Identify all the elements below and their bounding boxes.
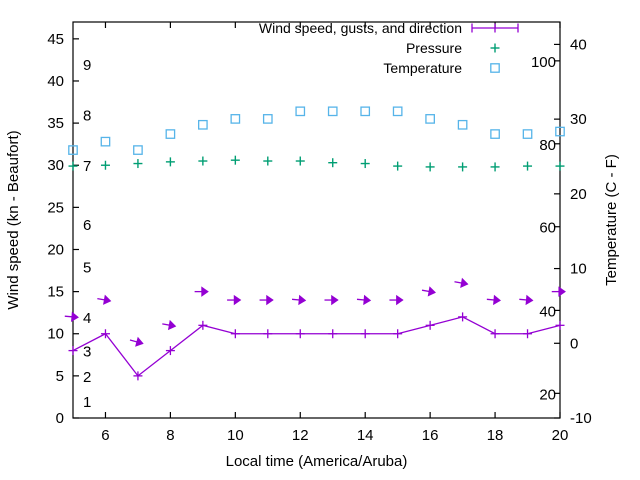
y-axis-tick-label: 45: [47, 31, 64, 48]
temperature-marker: [457, 119, 468, 130]
gust-direction-arrow: [135, 336, 144, 347]
beaufort-label-6: 6: [83, 217, 91, 234]
gust-direction-arrow: [493, 294, 501, 306]
x-axis-tick-label: 6: [101, 427, 109, 444]
y2-axis-tick-label: -10: [570, 410, 592, 427]
temperature-marker: [392, 106, 403, 117]
beaufort-label-1: 1: [83, 394, 91, 411]
temperature-marker: [425, 114, 435, 124]
x-axis-tick-label: 10: [227, 427, 244, 444]
legend-label-0: Wind speed, gusts, and direction: [259, 20, 462, 36]
y-axis-tick-label: 25: [47, 199, 64, 216]
y2-axis-tick-label: 0: [570, 335, 578, 352]
y-axis-tick-label: 35: [47, 115, 64, 132]
fahrenheit-label-80: 80: [539, 137, 556, 154]
y-axis-tick-label: 0: [56, 410, 64, 427]
temperature-marker: [555, 126, 565, 137]
x-axis-tick-label: 8: [166, 427, 174, 444]
temperature-marker: [165, 129, 176, 139]
temperature-marker: [522, 129, 533, 139]
gust-direction-arrow: [71, 311, 79, 322]
gust-direction-arrow: [167, 319, 177, 331]
x-axis-tick-label: 20: [552, 427, 569, 444]
gust-direction-arrow: [396, 294, 404, 306]
temperature-marker: [490, 129, 500, 139]
gust-direction-arrow: [427, 286, 436, 297]
fahrenheit-label-40: 40: [539, 303, 556, 320]
gust-direction-arrow: [233, 294, 242, 306]
x-axis-tick-label: 12: [292, 427, 309, 444]
beaufort-label-2: 2: [83, 369, 91, 386]
beaufort-label-8: 8: [83, 108, 91, 125]
temperature-marker: [230, 114, 241, 124]
gust-direction-arrow: [558, 286, 566, 297]
gust-direction-arrow: [460, 277, 469, 289]
beaufort-label-5: 5: [83, 259, 91, 276]
beaufort-label-9: 9: [83, 57, 91, 74]
gust-direction-arrow: [201, 286, 209, 297]
x-axis-tick-label: 16: [422, 427, 439, 444]
gust-direction-arrow: [103, 294, 112, 305]
temperature-marker: [262, 114, 273, 124]
y-axis-tick-label: 10: [47, 326, 64, 343]
temperature-marker: [133, 145, 143, 155]
legend-key-temperature: [490, 63, 500, 73]
gust-direction-arrow: [266, 294, 274, 306]
y2-axis-tick-label: 10: [570, 261, 587, 278]
temperature-marker: [327, 106, 338, 117]
gust-direction-arrow: [331, 294, 339, 306]
legend-label-2: Temperature: [383, 60, 462, 76]
y-axis-tick-label: 40: [47, 73, 64, 90]
temperature-marker: [198, 119, 208, 130]
beaufort-label-4: 4: [83, 310, 91, 327]
y-axis-tick-label: 30: [47, 157, 64, 174]
beaufort-label-7: 7: [83, 158, 91, 175]
temperature-marker: [68, 145, 78, 155]
fahrenheit-label-100: 100: [531, 54, 556, 71]
y-axis-tick-label: 20: [47, 241, 64, 258]
temperature-marker: [100, 136, 111, 147]
y2-axis-title: Temperature (C - F): [603, 154, 620, 286]
y2-axis-tick-label: 20: [570, 186, 587, 203]
y-axis-tick-label: 5: [56, 368, 64, 385]
x-axis-title: Local time (America/Aruba): [226, 453, 408, 470]
y-axis-tick-label: 15: [47, 284, 64, 301]
y-axis-title: Wind speed (kn - Beaufort): [5, 130, 22, 309]
temperature-marker: [295, 106, 306, 117]
gust-direction-arrow: [525, 294, 534, 306]
y2-axis-tick-label: 30: [570, 111, 587, 128]
beaufort-label-3: 3: [83, 344, 91, 361]
wind-speed-line: [72, 316, 561, 377]
x-axis-tick-label: 14: [357, 427, 374, 444]
temperature-marker: [360, 106, 371, 117]
gust-direction-arrow: [363, 294, 372, 306]
fahrenheit-label-20: 20: [539, 386, 556, 403]
plot-border: [72, 21, 561, 419]
legend-label-1: Pressure: [406, 40, 462, 56]
x-axis-tick-label: 18: [487, 427, 504, 444]
fahrenheit-label-60: 60: [539, 220, 556, 237]
y2-axis-tick-label: 40: [570, 36, 587, 53]
gust-direction-arrow: [298, 294, 307, 306]
